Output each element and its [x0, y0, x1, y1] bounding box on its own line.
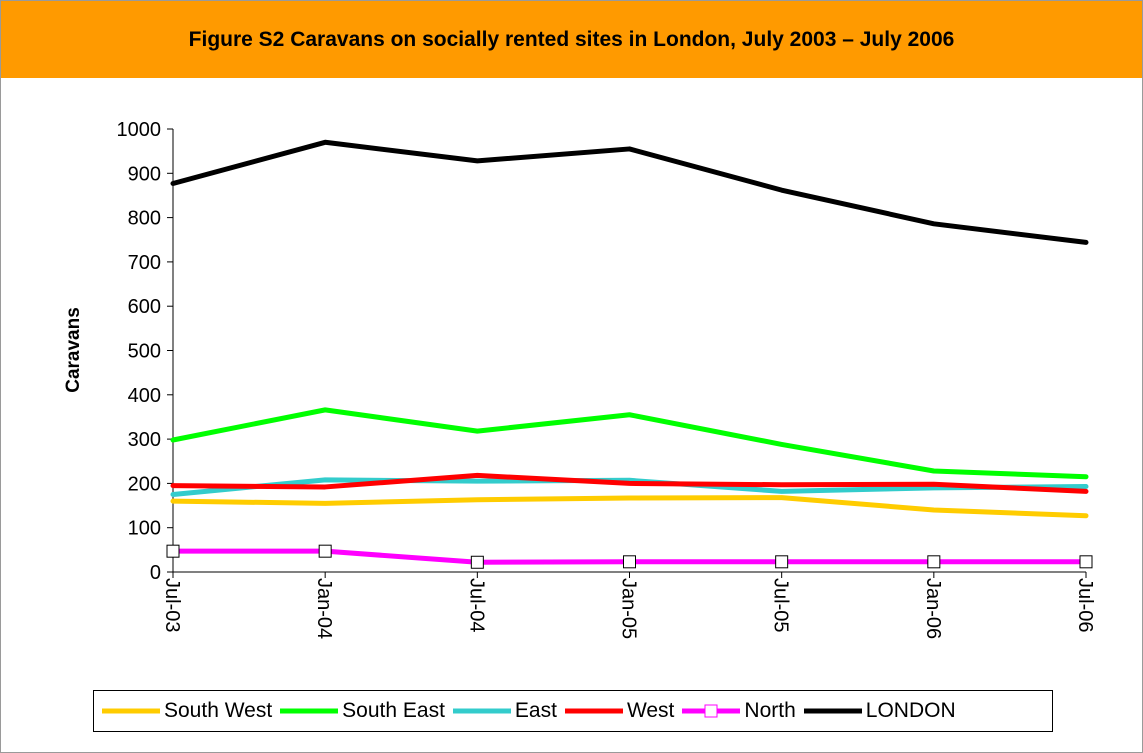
legend-swatch-marker	[704, 704, 718, 718]
legend-swatch	[803, 708, 862, 714]
legend-label: LONDON	[865, 699, 956, 722]
x-tick-label: Jan-04	[313, 578, 335, 639]
data-point-north	[623, 555, 636, 569]
legend-label: South East	[342, 699, 445, 722]
data-point-north	[470, 555, 484, 569]
y-tick-label: 500	[128, 341, 161, 363]
y-tick-label: 0	[150, 562, 161, 584]
legend-swatch	[452, 708, 511, 714]
data-point-north	[927, 555, 941, 569]
series-line-south-east	[170, 407, 1089, 480]
y-tick-label: 200	[128, 473, 161, 495]
y-tick-label: 400	[128, 385, 161, 407]
series-line-west	[170, 472, 1089, 494]
legend-label: East	[514, 699, 557, 722]
data-point-north	[166, 544, 180, 558]
data-point-north	[318, 544, 332, 558]
x-tick-label: Jul-04	[465, 578, 487, 632]
legend-label: North	[744, 699, 796, 722]
y-axis-label: Caravans	[63, 307, 84, 393]
series-layer	[166, 139, 1093, 569]
legend-swatch	[280, 708, 339, 714]
x-tick-label: Jul-06	[1074, 578, 1096, 632]
series-line-east	[170, 477, 1089, 497]
y-tick-label: 700	[128, 252, 161, 274]
chart-axes: 0 100 200 300 400 500 600 700 800 900 1000 Jul-03 Ja…	[117, 119, 1097, 639]
legend-swatch	[682, 704, 741, 718]
x-tick-label: Jan-06	[922, 578, 944, 639]
data-point-north	[1079, 555, 1093, 569]
series-line-south-west	[170, 495, 1089, 519]
x-tick-label: Jul-03	[161, 578, 183, 632]
y-tick-label: 800	[128, 208, 161, 230]
legend-item: East	[451, 699, 557, 723]
legend: South West South East East West North LONDON	[93, 690, 1053, 732]
data-point-north	[775, 555, 789, 569]
series-line-london	[170, 139, 1089, 245]
legend-swatch	[564, 708, 623, 714]
y-tick-label: 600	[128, 296, 161, 318]
legend-label: West	[626, 699, 675, 722]
line-chart: 0 100 200 300 400 500 600 700 800 900 1000 Jul-03 Ja…	[63, 119, 1097, 639]
chart-title: Figure S2 Caravans on socially rented si…	[188, 27, 955, 51]
legend-item: West	[563, 699, 674, 723]
title-bar: Figure S2 Caravans on socially rented si…	[1, 1, 1142, 78]
legend-swatch	[102, 708, 160, 714]
legend-item: North	[680, 699, 796, 723]
legend-item: South West	[100, 699, 272, 723]
y-tick-label: 1000	[117, 119, 162, 141]
x-tick-label: Jan-05	[618, 578, 640, 639]
legend-item: South East	[278, 699, 445, 723]
legend-label: South West	[164, 699, 273, 722]
y-tick-label: 300	[128, 429, 161, 451]
y-tick-label: 900	[128, 163, 161, 185]
x-tick-label: Jul-05	[770, 578, 792, 632]
legend-item: LONDON	[802, 699, 956, 723]
y-tick-label: 100	[128, 518, 161, 540]
